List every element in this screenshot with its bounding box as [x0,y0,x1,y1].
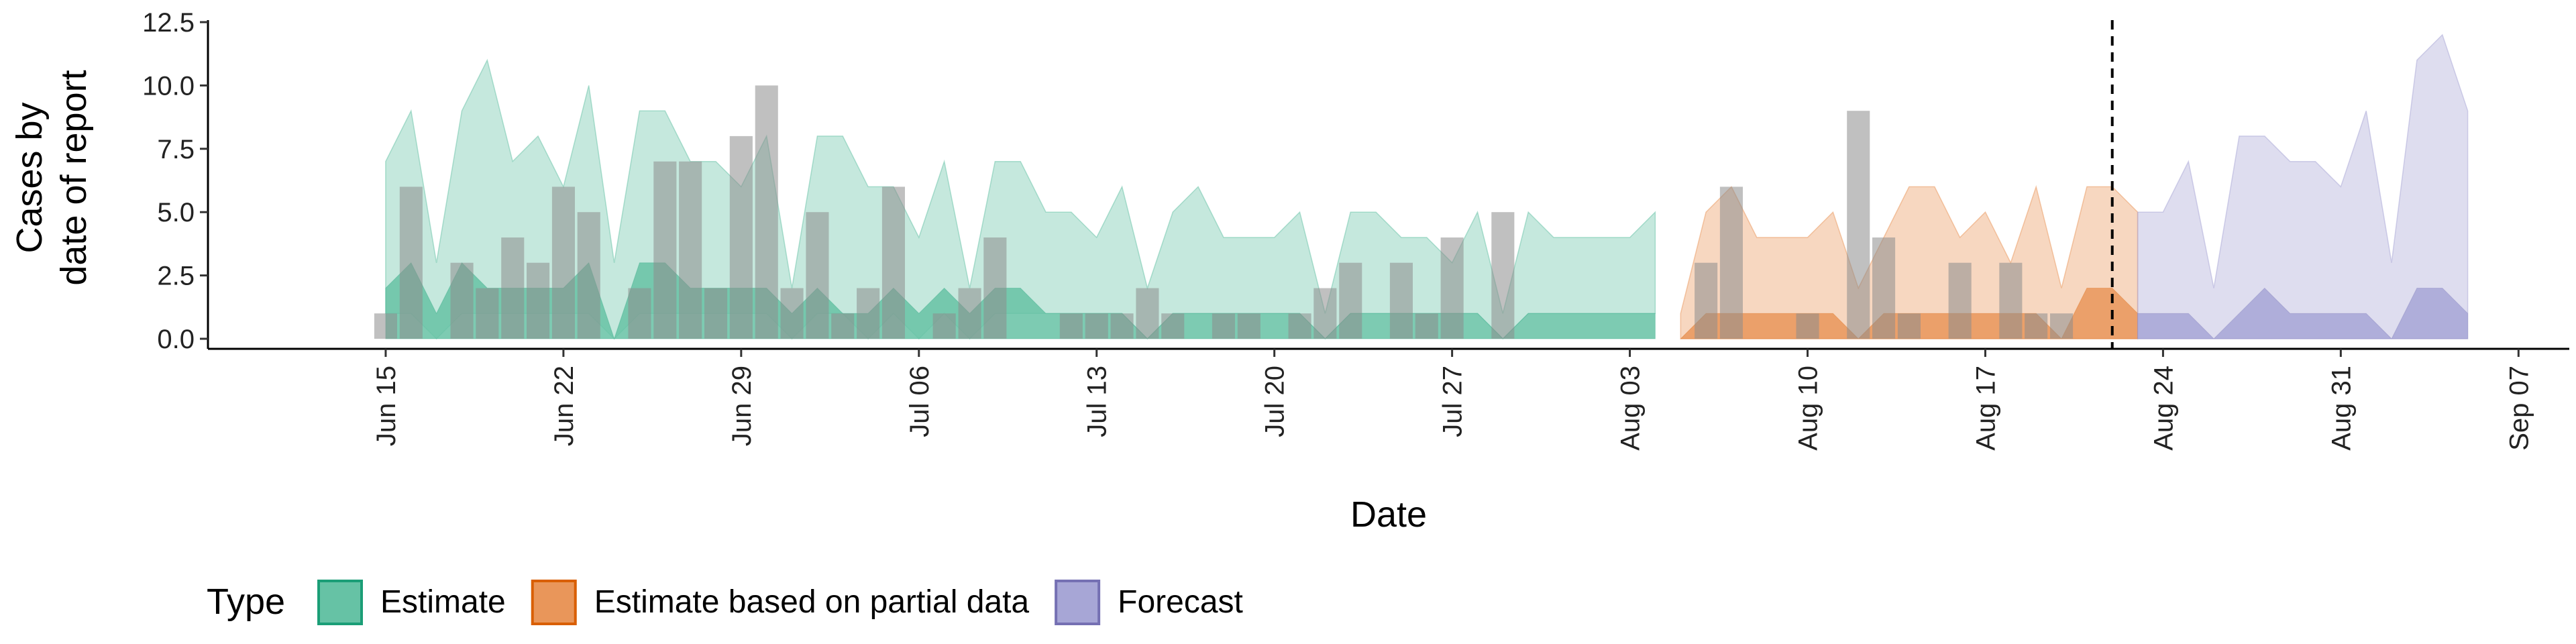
x-axis-title: Date [1350,494,1427,535]
observed-bar [1161,313,1185,339]
observed-bar [679,161,702,339]
x-tick-label: Jul 20 [1260,366,1290,437]
observed-bar [450,262,474,339]
observed-bar [2050,313,2074,339]
observed-bar [1897,313,1921,339]
y-tick-label: 12.5 [142,8,195,38]
observed-bar [374,313,397,339]
x-tick-label: Jul 27 [1438,366,1468,437]
observed-bar [1212,313,1235,339]
observed-bar [704,288,728,339]
x-tick-label: Aug 31 [2326,366,2356,451]
observed-bar [1719,186,1743,339]
observed-bar [1339,262,1362,339]
observed-bar [527,262,550,339]
y-tick-label: 2.5 [157,262,195,291]
observed-bar [729,136,753,339]
observed-bar [806,212,829,339]
observed-bar [1491,212,1515,339]
observed-bar [1948,262,1972,339]
x-tick-label: Jul 06 [905,366,934,437]
y-tick-label: 10.0 [142,71,195,101]
observed-bar [1872,237,1896,339]
observed-bar [628,288,651,339]
x-tick-label: Aug 03 [1616,366,1646,451]
x-tick-label: Aug 24 [2149,366,2178,451]
observed-bar [1389,262,1413,339]
observed-bar [857,288,880,339]
observed-bar [1999,262,2023,339]
observed-bar [1085,313,1108,339]
estimate-bands [385,34,2469,340]
observed-bars [374,85,2074,339]
observed-bar [1288,313,1311,339]
x-tick-label: Jun 29 [727,366,757,446]
x-tick-label: Sep 07 [2504,366,2534,451]
observed-bar [755,85,778,339]
observed-bar [1237,313,1260,339]
observed-bar [2025,313,2048,339]
observed-bar [1440,237,1464,339]
legend-swatch-forecast [1055,580,1101,625]
y-tick-label: 0.0 [157,325,195,354]
observed-bar [399,186,423,339]
legend-swatch-estimate [317,580,363,625]
observed-bar [1313,288,1337,339]
observed-bar [1415,313,1438,339]
observed-bar [831,313,855,339]
observed-bar [1695,262,1718,339]
x-tick-label: Jun 22 [549,366,579,446]
y-tick-label: 5.0 [157,198,195,227]
observed-bar [551,186,575,339]
x-tick-label: Jun 15 [372,366,401,446]
y-axis-title-line: Cases by [9,102,50,253]
observed-bar [1796,313,1819,339]
legend-label-forecast: Forecast [1118,584,1243,620]
observed-bar [476,288,499,339]
observed-bar [932,313,956,339]
observed-bar [1847,111,1870,339]
observed-bar [1136,288,1159,339]
observed-bar [780,288,804,339]
legend: Type Estimate Estimate based on partial da… [207,580,1243,625]
y-tick-label: 7.5 [157,135,195,164]
observed-bar [1059,313,1083,339]
forecast-50ci-band [2137,287,2469,339]
observed-bar [983,237,1007,339]
legend-swatch-estimate-based-on-partial-data [531,580,577,625]
observed-bar [577,212,600,339]
x-tick-label: Aug 10 [1794,366,1823,451]
legend-title: Type [207,582,285,622]
observed-bar [881,186,905,339]
observed-bar [958,288,981,339]
legend-label-estimate-based-on-partial-data: Estimate based on partial data [594,584,1030,620]
observed-bar [653,161,677,339]
observed-bar [1110,313,1134,339]
observed-bar [501,237,525,339]
axes: 0.0 2.5 5.0 7.5 10.0 12.5 Jun 15 Jun 22 Jun 29 Ju… [9,8,2569,535]
x-tick-label: Aug 17 [1971,366,2000,451]
x-tick-label: Jul 13 [1083,366,1112,437]
legend-label-estimate: Estimate [380,584,506,620]
y-axis-title-line: date of report [54,70,94,285]
